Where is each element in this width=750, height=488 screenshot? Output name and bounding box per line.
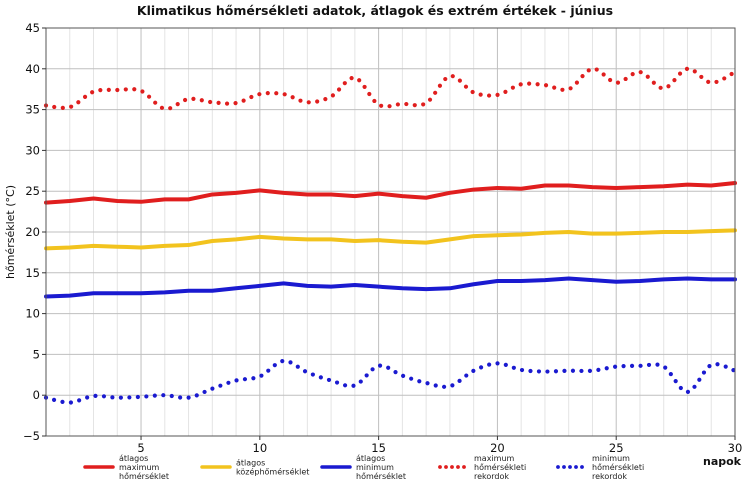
x-tick-label: 10 bbox=[253, 441, 268, 455]
y-tick-label: 20 bbox=[25, 225, 40, 239]
y-tick-label: 30 bbox=[25, 143, 40, 157]
y-tick-label: −5 bbox=[23, 429, 40, 443]
legend-label: minimum bbox=[356, 463, 394, 472]
legend-label: hőmérsékleti bbox=[592, 462, 644, 472]
legend-label: hőmérsékleti bbox=[474, 462, 526, 472]
legend-label: középhőmérséklet bbox=[236, 467, 309, 477]
series-dotted-line bbox=[43, 358, 738, 405]
series-dotted-line bbox=[43, 66, 738, 111]
chart-title: Klimatikus hőmérsékleti adatok, átlagok … bbox=[137, 3, 613, 18]
x-tick-label: 5 bbox=[137, 441, 144, 455]
series-3 bbox=[44, 276, 737, 299]
series-line bbox=[44, 276, 737, 299]
series-line bbox=[44, 181, 737, 205]
y-tick-label: 40 bbox=[25, 62, 40, 76]
x-axis: 5 10 15 20 25 30 bbox=[137, 436, 742, 455]
series-1 bbox=[44, 181, 737, 205]
y-tick-label: 0 bbox=[33, 388, 40, 402]
x-tick-label: 25 bbox=[609, 441, 624, 455]
y-tick-label: 15 bbox=[25, 266, 40, 280]
legend-label: rekordok bbox=[474, 472, 509, 481]
series-layer bbox=[43, 66, 738, 405]
y-axis: −5 0 5 10 15 20 25 30 35 40 45 bbox=[23, 21, 46, 443]
series-line bbox=[44, 228, 737, 251]
legend-label: átlagos bbox=[356, 454, 385, 463]
y-axis-label: hőmérséklet (°C) bbox=[4, 185, 17, 279]
legend-label: rekordok bbox=[592, 472, 627, 481]
y-tick-label: 25 bbox=[25, 184, 40, 198]
legend-label: maximum bbox=[119, 463, 160, 472]
legend-label: minimum bbox=[592, 454, 630, 463]
x-tick-label: 30 bbox=[728, 441, 743, 455]
plot-area bbox=[43, 27, 738, 437]
y-tick-label: 35 bbox=[25, 103, 40, 117]
legend-label: átlagos bbox=[119, 454, 148, 463]
x-tick-label: 15 bbox=[371, 441, 386, 455]
legend: átlagosmaximumhőmérsékletátlagosközéphőm… bbox=[83, 454, 644, 481]
y-tick-label: 45 bbox=[25, 21, 40, 35]
x-tick-label: 20 bbox=[490, 441, 505, 455]
legend-label: maximum bbox=[474, 454, 515, 463]
y-tick-label: 5 bbox=[33, 347, 40, 361]
legend-label: hőmérséklet bbox=[356, 471, 406, 481]
y-tick-label: 10 bbox=[25, 307, 40, 321]
x-axis-label: napok bbox=[703, 455, 742, 468]
legend-label: átlagos bbox=[236, 459, 265, 468]
legend-label: hőmérséklet bbox=[119, 471, 169, 481]
